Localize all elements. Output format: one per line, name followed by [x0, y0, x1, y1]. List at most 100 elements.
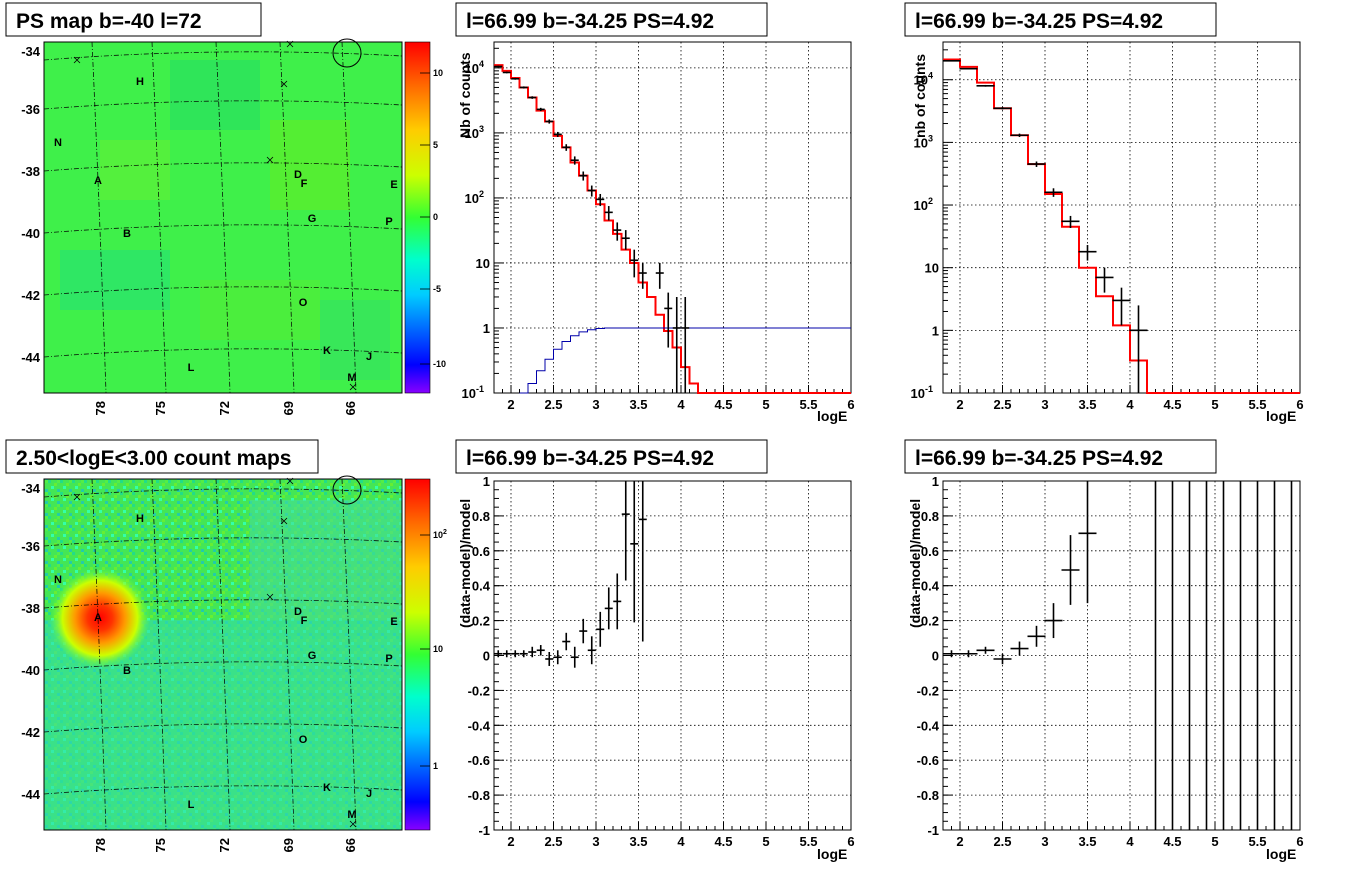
map-x-tick-label: 72	[217, 838, 232, 852]
map-source-label: M	[347, 809, 356, 821]
x-tick-label: 4.5	[1163, 834, 1181, 849]
ps-map-title-box	[5, 2, 262, 37]
y-tick-label: 0.2	[472, 614, 490, 629]
map-source-label: F	[301, 615, 308, 627]
map-y-tick-label: -36	[21, 102, 40, 117]
map-source-label: G	[308, 213, 317, 225]
x-tick-label: 4.5	[714, 834, 732, 849]
res-right-xlabel: logE	[1266, 846, 1296, 862]
map-latitude-line	[43, 488, 403, 498]
map-source-label: D	[294, 169, 302, 181]
count-map-source-circle	[332, 475, 362, 505]
y-tick-label: -0.6	[468, 753, 490, 768]
map-source-label: A	[94, 612, 102, 624]
res-left-xlabel: logE	[817, 846, 847, 862]
map-source-label: A	[94, 175, 102, 187]
x-tick-label: 4	[677, 397, 685, 412]
map-frame	[43, 41, 403, 394]
colorbar-tick-label: 102	[433, 529, 447, 540]
x-tick-label: 3	[1041, 834, 1048, 849]
map-source-label: F	[301, 178, 308, 190]
y-tick-label: 0	[483, 649, 490, 664]
map-source-label: J	[366, 788, 372, 800]
y-tick-label: -0.2	[917, 683, 939, 698]
spec-right-title-box	[904, 2, 1217, 37]
res-left-plot: 2 2.5 3 3.5 4 4.5 5 5.5 6 1 0.8 0.6 0.4 0.2 0 -0.2 -0.4 -…	[468, 474, 855, 849]
y-tick-label: 0.8	[921, 509, 939, 524]
y-tick-label: -0.6	[917, 753, 939, 768]
map-x-tick-label: 75	[153, 401, 168, 415]
map-y-tick-label: -36	[21, 539, 40, 554]
map-cross-marker	[266, 156, 274, 164]
map-y-tick-label: -40	[21, 663, 40, 678]
x-tick-label: 2.5	[544, 397, 562, 412]
map-latitude-line	[43, 537, 403, 547]
count-map-hotspot-a	[50, 568, 150, 668]
ps-map-colorbar	[404, 41, 431, 394]
map-cross-marker	[349, 820, 357, 828]
colorbar-tick-label: 0	[433, 212, 438, 222]
x-tick-label: 6	[847, 834, 854, 849]
spec-left-ylabel: Nb of counts	[457, 52, 473, 138]
x-tick-label: 5	[762, 397, 769, 412]
count-map-colorbar	[404, 478, 431, 831]
x-tick-label: 6	[847, 397, 854, 412]
y-tick-label: 10-1	[911, 384, 933, 401]
y-tick-label: 0.6	[472, 544, 490, 559]
spec-left-xlabel: logE	[817, 408, 847, 424]
map-cross-marker	[280, 80, 288, 88]
map-latitude-line	[43, 224, 403, 234]
map-source-label: E	[390, 616, 397, 628]
map-latitude-line	[43, 723, 403, 733]
map-source-label: M	[347, 372, 356, 384]
map-latitude-line	[43, 599, 403, 609]
map-x-tick-label: 69	[281, 401, 296, 415]
acceptance-line	[519, 327, 851, 394]
y-tick-label: -0.8	[468, 788, 490, 803]
y-tick-label: 1	[932, 323, 939, 338]
map-x-tick-label: 78	[93, 838, 108, 852]
res-right-title-box	[904, 439, 1217, 474]
model-line	[943, 58, 1300, 394]
x-tick-label: 4.5	[714, 397, 732, 412]
plot-frame	[942, 41, 1301, 394]
x-tick-label: 3.5	[1078, 397, 1096, 412]
map-source-label: L	[188, 799, 195, 811]
count-map-coordinate-grid	[43, 478, 403, 831]
map-y-tick-label: -44	[21, 787, 41, 802]
y-tick-label: 1	[932, 474, 939, 489]
y-tick-label: -0.8	[917, 788, 939, 803]
x-tick-label: 3.5	[1078, 834, 1096, 849]
x-tick-label: 4.5	[1163, 397, 1181, 412]
colorbar-tick-label: -10	[433, 359, 446, 369]
map-source-label: H	[136, 76, 144, 88]
map-latitude-line	[43, 51, 403, 61]
map-source-label: K	[323, 345, 331, 357]
x-tick-label: 2	[507, 397, 514, 412]
map-source-label: P	[385, 653, 392, 665]
spec-left-title: l=66.99 b=-34.25 PS=4.92	[466, 10, 714, 33]
map-y-tick-label: -34	[21, 481, 41, 496]
y-tick-label: -1	[478, 823, 490, 838]
x-tick-label: 5	[1211, 834, 1218, 849]
x-tick-label: 4	[1126, 397, 1134, 412]
map-source-label: L	[188, 362, 195, 374]
map-source-label: J	[366, 351, 372, 363]
colorbar-tick-label: 5	[433, 140, 438, 150]
y-tick-label: 0.4	[921, 579, 940, 594]
x-tick-label: 2.5	[993, 834, 1011, 849]
map-cross-marker	[73, 493, 81, 501]
map-source-label: B	[123, 665, 131, 677]
x-tick-label: 2	[956, 834, 963, 849]
map-latitude-line	[43, 100, 403, 110]
y-tick-label: 0.2	[921, 614, 939, 629]
map-latitude-line	[43, 162, 403, 172]
map-latitude-line	[43, 661, 403, 671]
map-source-label: N	[54, 574, 62, 586]
ps-map-title: PS map b=-40 l=72	[16, 10, 202, 33]
y-tick-label: -0.4	[468, 718, 491, 733]
y-tick-label: 0.6	[921, 544, 939, 559]
colorbar-tick-label: -5	[433, 284, 441, 294]
y-tick-label: -0.4	[917, 718, 940, 733]
